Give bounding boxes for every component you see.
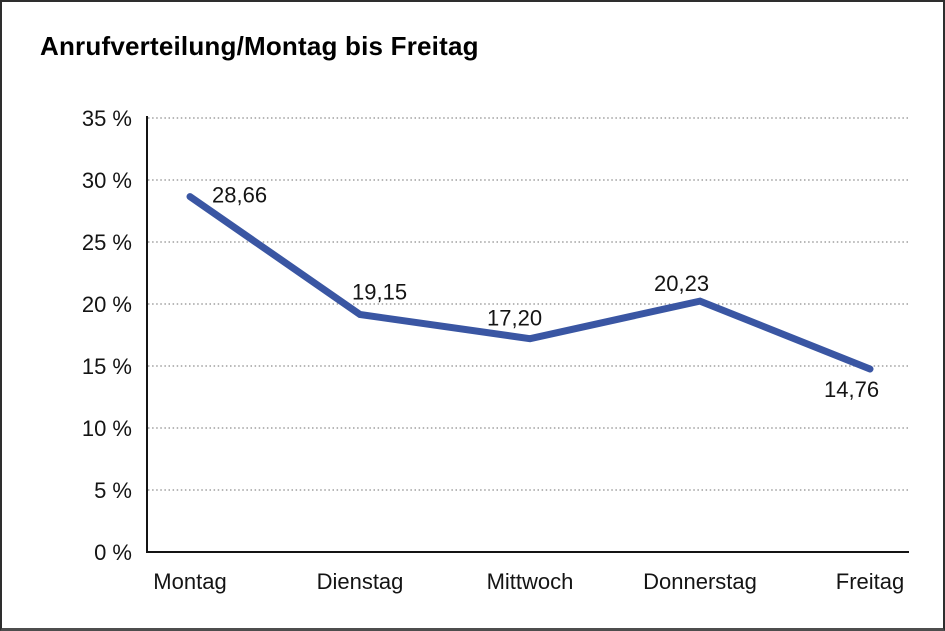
data-point-label-donnerstag: 20,23 xyxy=(654,271,709,296)
data-point-label-mittwoch: 17,20 xyxy=(487,306,542,331)
data-point-label-dienstag: 19,15 xyxy=(352,280,407,305)
y-tick-label-30pct: 30 % xyxy=(82,168,132,193)
x-tick-label-freitag: Freitag xyxy=(836,569,904,594)
y-tick-label-20pct: 20 % xyxy=(82,292,132,317)
y-tick-label-15pct: 15 % xyxy=(82,354,132,379)
x-tick-label-montag: Montag xyxy=(153,569,226,594)
data-series-line xyxy=(186,193,874,373)
chart-title: Anrufverteilung/Montag bis Freitag xyxy=(40,31,479,61)
y-tick-label-25pct: 25 % xyxy=(82,230,132,255)
y-tick-label-10pct: 10 % xyxy=(82,416,132,441)
y-tick-label-35pct: 35 % xyxy=(82,106,132,131)
x-tick-label-mittwoch: Mittwoch xyxy=(487,569,574,594)
data-point-label-montag: 28,66 xyxy=(212,183,267,208)
data-point-label-freitag: 14,76 xyxy=(824,377,879,402)
y-tick-label-0pct: 0 % xyxy=(94,540,132,565)
x-tick-label-dienstag: Dienstag xyxy=(317,569,404,594)
x-tick-label-donnerstag: Donnerstag xyxy=(643,569,757,594)
y-tick-label-5pct: 5 % xyxy=(94,478,132,503)
